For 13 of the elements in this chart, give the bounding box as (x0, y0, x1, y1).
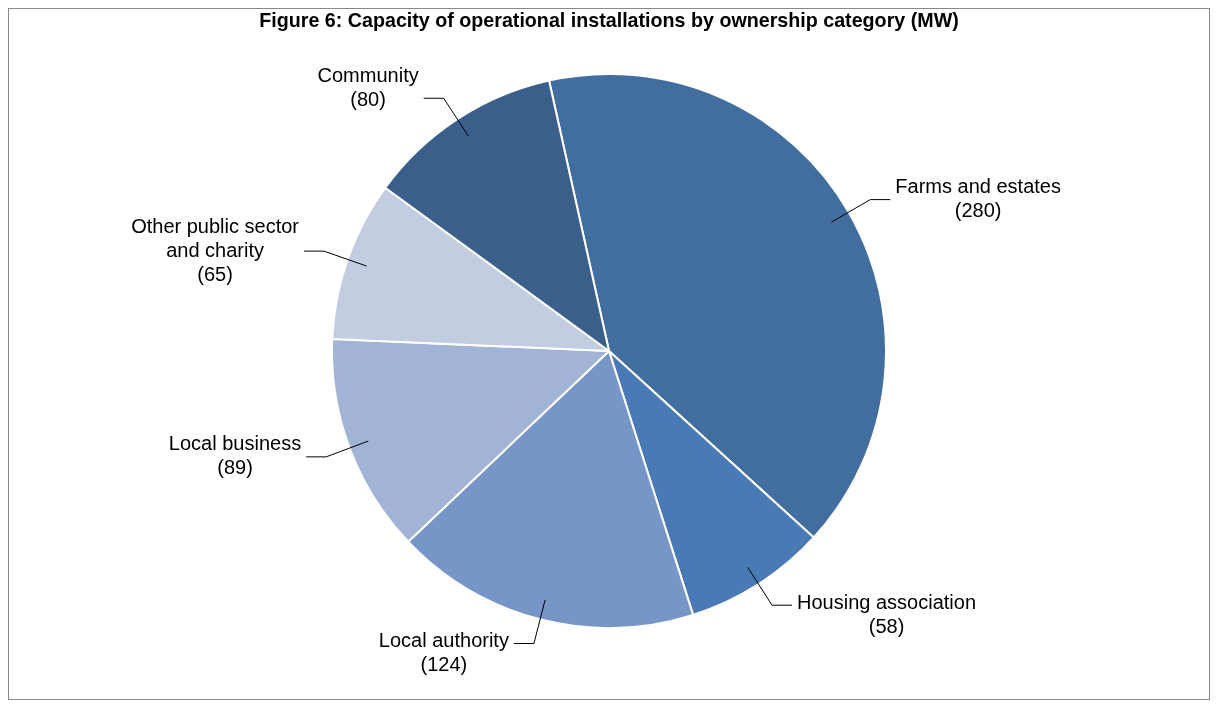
data-label: (124) (420, 653, 468, 676)
data-label: (65) (197, 262, 233, 285)
slice-label: Community (317, 63, 419, 86)
slice-label: Other public sector and charity (131, 214, 300, 261)
slice-label: Farms and estates (895, 175, 1061, 198)
slice-label: Local authority (378, 629, 509, 652)
data-label: (89) (217, 456, 253, 479)
data-label: (280) (954, 199, 1002, 222)
slice-label: Housing association (797, 590, 977, 613)
data-label: (80) (350, 87, 386, 110)
slice-label: Local business (168, 432, 302, 455)
data-label: (58) (868, 614, 905, 637)
chart-title: Figure 6: Capacity of operational installations by ownership category (MW) (259, 8, 959, 31)
